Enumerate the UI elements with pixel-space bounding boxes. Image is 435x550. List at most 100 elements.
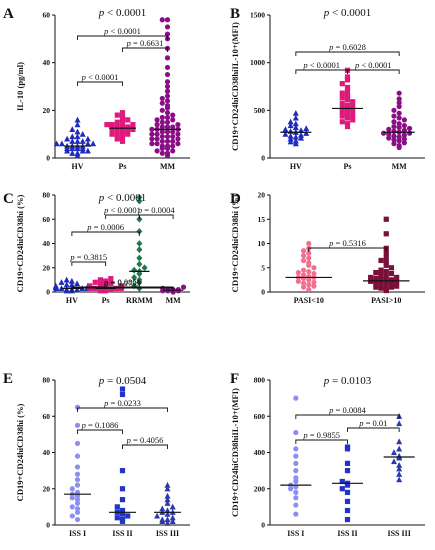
data-point xyxy=(303,125,310,132)
data-point xyxy=(119,114,126,121)
data-point xyxy=(344,498,351,505)
data-point xyxy=(311,270,317,277)
data-point xyxy=(130,126,136,132)
data-point xyxy=(350,117,356,123)
data-point xyxy=(288,486,294,492)
panel-label: F xyxy=(230,371,239,387)
x-category-label: MM xyxy=(166,296,182,305)
p-value-label: p = 0.0851 xyxy=(103,277,141,287)
overall-p-value: p = 0.0504 xyxy=(98,375,147,387)
data-point xyxy=(298,131,305,138)
data-point xyxy=(159,143,165,149)
significance-bracket xyxy=(77,35,168,40)
data-point xyxy=(388,265,395,271)
y-tick-label: 0 xyxy=(46,288,50,297)
x-category-label: ISS I xyxy=(69,529,86,538)
significance-bracket xyxy=(71,231,140,236)
data-point xyxy=(406,130,413,136)
data-point xyxy=(175,131,181,137)
p-value-label: p = 0.1799 xyxy=(103,278,141,288)
data-point xyxy=(293,489,299,495)
data-point xyxy=(154,136,160,142)
y-tick-label: 60 xyxy=(43,215,51,224)
data-point xyxy=(74,516,81,523)
data-point xyxy=(125,131,131,137)
data-point xyxy=(293,511,299,517)
x-category-label: HV xyxy=(72,162,84,171)
data-point xyxy=(159,114,165,121)
data-point xyxy=(373,270,379,276)
p-value-label: p = 0.1086 xyxy=(81,420,119,430)
data-point xyxy=(339,478,345,485)
data-point xyxy=(119,497,126,503)
y-tick-label: 20 xyxy=(43,263,51,272)
data-point xyxy=(84,147,91,154)
x-category-label: ISS II xyxy=(112,529,132,538)
data-point xyxy=(131,274,138,281)
data-point xyxy=(390,449,397,456)
data-point xyxy=(119,516,126,523)
p-value-label: p < 0.0001 xyxy=(103,26,141,36)
data-point xyxy=(74,477,81,483)
panel-label: A xyxy=(3,6,14,22)
data-point xyxy=(164,102,171,109)
data-point xyxy=(136,194,143,201)
data-point xyxy=(114,124,120,130)
data-point xyxy=(74,116,81,123)
data-point xyxy=(119,138,126,144)
data-point xyxy=(344,489,351,495)
data-point xyxy=(383,260,389,266)
data-point xyxy=(170,143,176,149)
data-point xyxy=(131,282,138,290)
y-tick-label: 0 xyxy=(261,288,265,297)
y-tick-label: 200 xyxy=(254,484,266,493)
data-point xyxy=(378,282,384,288)
data-point xyxy=(311,265,317,271)
data-point xyxy=(306,286,312,293)
significance-bracket xyxy=(295,414,400,419)
data-point xyxy=(164,98,171,104)
data-point xyxy=(164,129,171,135)
data-point xyxy=(154,512,161,519)
data-point xyxy=(292,114,299,121)
data-point xyxy=(311,279,317,285)
data-point xyxy=(401,136,407,142)
data-point xyxy=(175,141,181,147)
data-point xyxy=(344,444,351,450)
data-point xyxy=(368,274,374,281)
data-point xyxy=(383,273,389,280)
data-point xyxy=(119,110,126,116)
data-point xyxy=(300,257,307,264)
y-tick-label: 0 xyxy=(261,521,265,530)
data-point xyxy=(159,107,165,113)
data-point xyxy=(401,132,407,138)
data-point xyxy=(159,138,165,144)
y-axis-label: CD19+CD24hiCD38hi (%) xyxy=(15,195,25,293)
data-point xyxy=(396,438,403,445)
p-value-label: p = 0.5316 xyxy=(328,238,366,248)
p-value-label: p = 0.6028 xyxy=(328,42,366,52)
data-point xyxy=(74,509,81,515)
y-tick-label: 80 xyxy=(43,191,51,200)
data-point xyxy=(108,280,114,287)
data-point xyxy=(136,215,143,223)
data-point xyxy=(300,280,307,286)
data-point xyxy=(391,141,397,147)
data-point xyxy=(293,395,299,401)
data-point xyxy=(74,464,81,470)
data-point xyxy=(164,496,171,503)
x-category-label: ISS III xyxy=(156,529,179,538)
panel-label: E xyxy=(3,371,13,387)
data-point xyxy=(109,122,115,128)
data-point xyxy=(164,124,171,130)
data-point xyxy=(74,497,81,503)
panel-label: C xyxy=(3,191,14,207)
data-point xyxy=(383,282,389,288)
data-point xyxy=(159,150,165,156)
p-value-label: p = 0.0004 xyxy=(137,205,175,215)
y-tick-label: 0 xyxy=(261,154,265,163)
data-point xyxy=(164,133,171,140)
data-point xyxy=(396,96,402,102)
data-point xyxy=(74,404,81,410)
